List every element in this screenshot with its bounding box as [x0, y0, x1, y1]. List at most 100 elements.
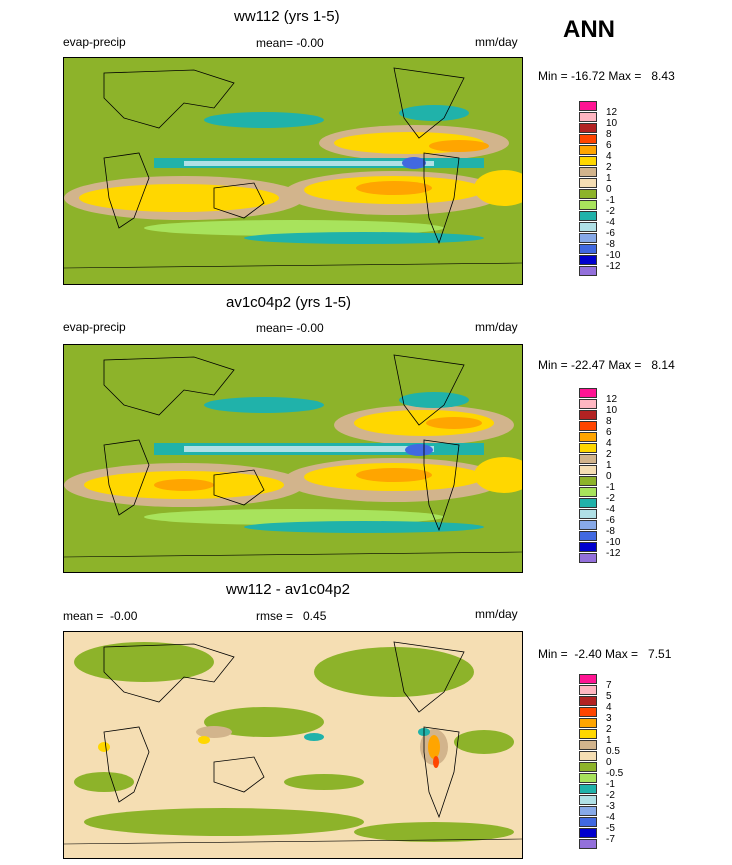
panel-3-units: mm/day: [475, 607, 518, 621]
colorbar-label: 0: [606, 184, 612, 195]
colorbar-label: 0: [606, 471, 612, 482]
map-svg: [64, 58, 522, 284]
colorbar-label: -5: [606, 823, 615, 834]
colorbar-swatch: [579, 740, 597, 750]
colorbar-swatch: [579, 222, 597, 232]
panel-1-variable: evap-precip: [63, 35, 126, 49]
colorbar-label: -8: [606, 239, 615, 250]
colorbar-swatch: [579, 156, 597, 166]
colorbar-label: 1: [606, 735, 612, 746]
panel-2-colorbar: 12 10 8 6 4 2 1 0 -1 -2 -4 -6 -8 -10 -12: [579, 388, 639, 568]
colorbar-swatch: [579, 520, 597, 530]
colorbar-swatch: [579, 123, 597, 133]
colorbar-swatch: [579, 432, 597, 442]
panel-2-title: av1c04p2 (yrs 1-5): [226, 294, 352, 311]
colorbar-swatch: [579, 189, 597, 199]
colorbar-swatch: [579, 685, 597, 695]
colorbar-label: -2: [606, 790, 615, 801]
colorbar-swatch: [579, 817, 597, 827]
colorbar-label: 12: [606, 394, 618, 405]
colorbar-swatch: [579, 454, 597, 464]
colorbar-label: -12: [606, 261, 621, 272]
panel-2-units: mm/day: [475, 320, 518, 334]
colorbar-swatch: [579, 696, 597, 706]
colorbar-swatch: [579, 101, 597, 111]
panel-1-colorbar: 12 10 8 6 4 2 1 0 -1 -2 -4 -6 -8 -10 -12: [579, 101, 639, 281]
colorbar-swatch: [579, 112, 597, 122]
colorbar-swatch: [579, 751, 597, 761]
colorbar-label: 12: [606, 107, 618, 118]
panel-3-minmax: Min = -2.40 Max = 7.51: [538, 647, 672, 661]
colorbar-label: 0: [606, 757, 612, 768]
colorbar-swatch: [579, 762, 597, 772]
colorbar-swatch: [579, 498, 597, 508]
colorbar-swatch: [579, 773, 597, 783]
panel-1-title: ww112 (yrs 1-5): [234, 8, 340, 25]
colorbar-label: 10: [606, 405, 618, 416]
colorbar-swatch: [579, 134, 597, 144]
colorbar-label: -1: [606, 195, 615, 206]
colorbar-swatch: [579, 806, 597, 816]
colorbar-swatch: [579, 443, 597, 453]
colorbar-label: -0.5: [606, 768, 624, 779]
colorbar-swatch: [579, 410, 597, 420]
panel-3-map: [63, 631, 523, 859]
colorbar-swatch: [579, 487, 597, 497]
colorbar-swatch: [579, 233, 597, 243]
panel-2-map: [63, 344, 523, 573]
colorbar-swatch: [579, 531, 597, 541]
colorbar-label: -6: [606, 228, 615, 239]
colorbar-label: 6: [606, 427, 612, 438]
colorbar-swatch: [579, 542, 597, 552]
panel-1-minmax: Min = -16.72 Max = 8.43: [538, 69, 675, 83]
colorbar-swatch: [579, 178, 597, 188]
colorbar-swatch: [579, 244, 597, 254]
panel-2-minmax: Min = -22.47 Max = 8.14: [538, 358, 675, 372]
colorbar-swatch: [579, 795, 597, 805]
colorbar-label: -6: [606, 515, 615, 526]
colorbar-swatch: [579, 421, 597, 431]
colorbar-swatch: [579, 839, 597, 849]
panel-2-variable: evap-precip: [63, 320, 126, 334]
map-svg: [64, 632, 522, 858]
colorbar-swatch: [579, 388, 597, 398]
colorbar-label: -2: [606, 493, 615, 504]
colorbar-swatch: [579, 476, 597, 486]
panel-3-rmse: rmse = 0.45: [256, 609, 327, 623]
colorbar-label: 2: [606, 162, 612, 173]
colorbar-label: -1: [606, 482, 615, 493]
colorbar-label: -1: [606, 779, 615, 790]
colorbar-label: 1: [606, 173, 612, 184]
colorbar-swatch: [579, 828, 597, 838]
colorbar-label: -7: [606, 834, 615, 845]
panel-1-mean: mean= -0.00: [256, 36, 324, 50]
colorbar-label: 2: [606, 449, 612, 460]
colorbar-swatch: [579, 200, 597, 210]
colorbar-swatch: [579, 211, 597, 221]
colorbar-label: -4: [606, 217, 615, 228]
season-label: ANN: [563, 16, 615, 43]
colorbar-label: 3: [606, 713, 612, 724]
panel-3-title: ww112 - av1c04p2: [226, 581, 350, 598]
colorbar-swatch: [579, 553, 597, 563]
panel-1-units: mm/day: [475, 35, 518, 49]
colorbar-label: -12: [606, 548, 621, 559]
colorbar-swatch: [579, 266, 597, 276]
colorbar-label: -10: [606, 250, 621, 261]
panel-2-mean: mean= -0.00: [256, 321, 324, 335]
colorbar-swatch: [579, 509, 597, 519]
colorbar-label: -2: [606, 206, 615, 217]
colorbar-swatch: [579, 255, 597, 265]
colorbar-swatch: [579, 465, 597, 475]
colorbar-swatch: [579, 718, 597, 728]
colorbar-swatch: [579, 729, 597, 739]
panel-3-colorbar: 7 5 4 3 2 1 0.5 0 -0.5 -1 -2 -3 -4 -5 -7: [579, 674, 639, 854]
colorbar-label: 2: [606, 724, 612, 735]
panel-3-mean: mean = -0.00: [63, 609, 138, 623]
panel-1-map: [63, 57, 523, 285]
colorbar-label: 8: [606, 129, 612, 140]
colorbar-label: 1: [606, 460, 612, 471]
colorbar-swatch: [579, 167, 597, 177]
colorbar-swatch: [579, 145, 597, 155]
colorbar-label: -10: [606, 537, 621, 548]
